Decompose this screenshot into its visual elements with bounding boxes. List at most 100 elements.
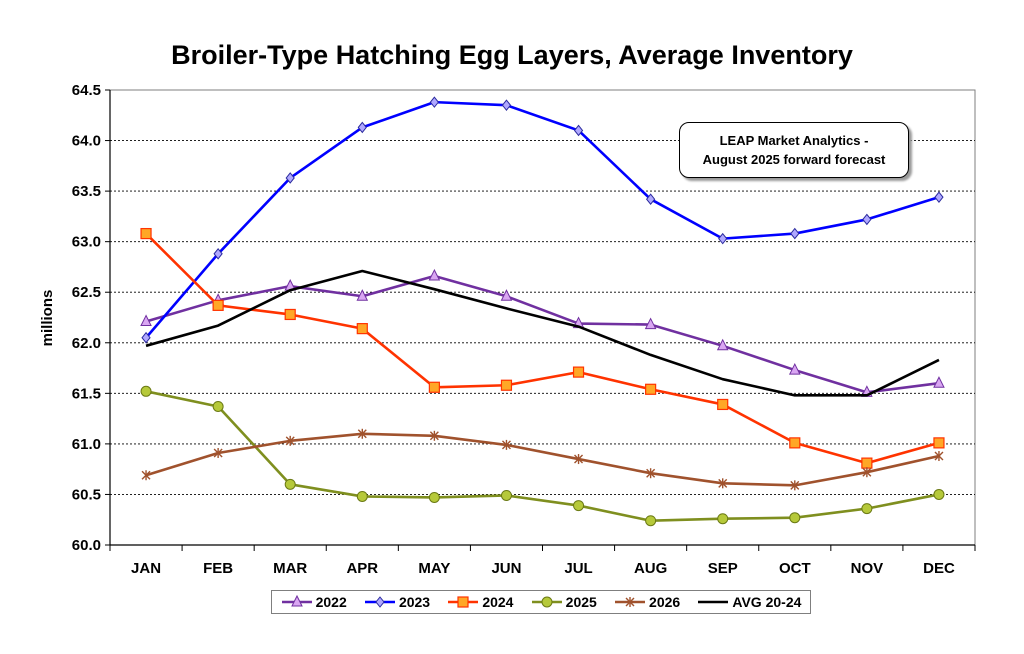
series-line-avg-20-24 xyxy=(145,269,940,397)
legend-label: AVG 20-24 xyxy=(732,594,802,610)
data-point-2025 xyxy=(428,491,440,503)
data-point-2024 xyxy=(212,299,224,311)
data-point-2024 xyxy=(933,437,945,449)
data-point-2023 xyxy=(213,247,223,260)
data-point-2023 xyxy=(285,172,295,184)
data-point-2022 xyxy=(933,376,945,388)
y-tick-label: 61.5 xyxy=(72,385,101,402)
data-point-2026 xyxy=(574,454,584,465)
legend-label: 2025 xyxy=(565,594,597,610)
legend-swatch-2025 xyxy=(531,596,562,608)
data-point-2023 xyxy=(934,191,944,203)
data-point-2026 xyxy=(934,451,944,462)
data-point-2023 xyxy=(862,213,872,226)
legend-swatch-marker xyxy=(541,596,553,608)
data-point-2023 xyxy=(573,124,584,137)
data-point-2026 xyxy=(285,435,295,446)
y-tick-label: 62.5 xyxy=(72,284,101,301)
data-point-2024 xyxy=(428,381,440,393)
data-point-2024 xyxy=(645,383,657,395)
legend-swatch-2024 xyxy=(448,596,479,608)
data-point-2023 xyxy=(790,227,800,240)
data-point-2026 xyxy=(718,478,728,489)
data-point-2025 xyxy=(717,513,729,525)
data-point-2023 xyxy=(645,193,656,206)
legend-label: 2022 xyxy=(315,594,347,610)
series-line-2024 xyxy=(145,232,940,465)
data-point-2024 xyxy=(572,366,585,378)
annotation-box: LEAP Market Analytics - August 2025 forw… xyxy=(679,122,909,178)
data-point-2022 xyxy=(500,289,513,301)
legend-item-2022: 2022 xyxy=(281,594,347,610)
data-point-2022 xyxy=(644,317,657,330)
data-point-2023 xyxy=(357,121,367,134)
annotation-line-1: LEAP Market Analytics - xyxy=(719,133,869,148)
axes: 60.0 60.5 61.0 61.5 62.0 62.5 63.0 63.5 64.0 64.5… xyxy=(72,82,976,577)
data-point-2022 xyxy=(716,338,729,351)
legend-swatch-2026 xyxy=(615,597,646,607)
data-point-2024 xyxy=(140,227,152,240)
data-point-2022 xyxy=(428,268,441,281)
data-point-2022 xyxy=(140,314,152,327)
data-point-2025 xyxy=(645,515,657,527)
series-avg-20-24 xyxy=(145,269,940,397)
data-point-2023 xyxy=(429,96,440,108)
data-point-2022 xyxy=(356,289,369,301)
y-tick-label: 63.5 xyxy=(72,183,101,200)
series-line-2023 xyxy=(145,100,940,339)
legend: 2022 2023 2024 2025 2026 AVG 20-24 xyxy=(271,590,811,614)
x-tick-label: MAR xyxy=(273,560,307,577)
data-point-2026 xyxy=(501,439,511,450)
chart-title: Broiler-Type Hatching Egg Layers, Averag… xyxy=(171,40,853,70)
series-line-2025 xyxy=(145,390,940,523)
y-axis-label: millions xyxy=(39,290,56,347)
data-point-2022 xyxy=(788,362,801,375)
legend-swatch-marker xyxy=(457,596,469,608)
x-tick-label: DEC xyxy=(923,560,955,577)
legend-label: 2023 xyxy=(398,594,431,610)
data-point-2024 xyxy=(284,308,296,321)
data-point-2026 xyxy=(213,447,223,458)
legend-item-2023: 2023 xyxy=(364,594,430,610)
y-tick-label: 63.0 xyxy=(72,234,101,251)
data-point-2024 xyxy=(356,323,368,335)
y-tick-label: 64.0 xyxy=(72,133,101,150)
data-point-2023 xyxy=(141,331,151,344)
legend-swatch-2022 xyxy=(281,595,312,607)
y-tick-label: 62.0 xyxy=(72,335,101,352)
data-point-2025 xyxy=(789,512,801,524)
y-tick-label: 61.0 xyxy=(72,436,101,453)
series-line-2022 xyxy=(145,274,940,394)
series-2025 xyxy=(140,385,945,527)
x-tick-label: JUL xyxy=(564,560,592,577)
data-point-2024 xyxy=(500,379,513,391)
y-tick-label: 64.5 xyxy=(72,82,101,99)
x-tick-label: APR xyxy=(346,560,378,577)
x-tick-label: JAN xyxy=(131,560,161,577)
data-point-2026 xyxy=(646,468,656,479)
legend-item-2024: 2024 xyxy=(447,594,513,610)
data-point-2023 xyxy=(718,232,728,245)
data-point-2025 xyxy=(284,478,296,490)
data-point-2024 xyxy=(717,398,729,411)
annotation-line-2: August 2025 forward forecast xyxy=(702,152,886,167)
legend-swatch-marker xyxy=(290,595,303,607)
legend-label: 2024 xyxy=(482,594,514,610)
x-tick-label: NOV xyxy=(851,560,884,577)
data-point-2025 xyxy=(212,400,224,412)
legend-swatch-avg-20-24 xyxy=(698,600,729,604)
data-point-2025 xyxy=(933,488,945,500)
data-point-2025 xyxy=(573,500,585,512)
legend-swatch-marker xyxy=(375,596,385,608)
data-point-2025 xyxy=(140,385,152,397)
data-point-2026 xyxy=(790,480,800,491)
y-tick-label: 60.5 xyxy=(72,486,101,503)
legend-item-2026: 2026 xyxy=(614,594,680,610)
x-tick-label: OCT xyxy=(779,560,811,577)
legend-swatch-2023 xyxy=(364,596,395,608)
data-point-2024 xyxy=(789,437,801,449)
series-2026 xyxy=(141,428,944,491)
data-point-2026 xyxy=(357,428,367,439)
data-point-2025 xyxy=(861,503,873,515)
series-group xyxy=(140,96,945,527)
